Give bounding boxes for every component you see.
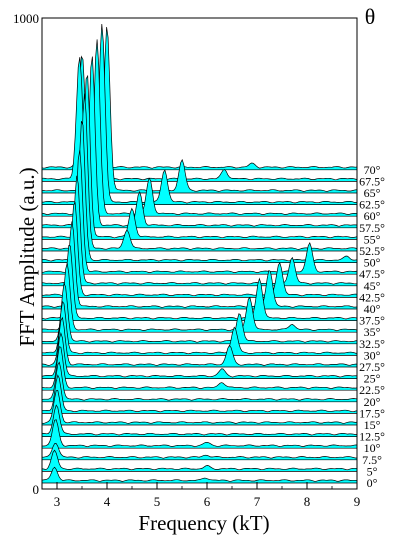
series-label: 7.5° — [362, 453, 382, 467]
series-label: 65° — [364, 186, 381, 200]
series-label: 10° — [364, 441, 381, 455]
spectrum-traces — [41, 23, 358, 484]
series-label: 20° — [364, 395, 381, 409]
spectrum-trace — [41, 300, 358, 356]
series-label: 55° — [364, 232, 381, 246]
spectrum-trace — [41, 419, 358, 449]
plot-frame — [41, 17, 358, 490]
series-label: 37.5° — [359, 314, 385, 328]
spectrum-trace — [41, 74, 358, 240]
series-label: 27.5° — [359, 360, 385, 374]
series-label: 25° — [364, 372, 381, 386]
spectrum-trace — [41, 389, 358, 426]
series-label: 32.5° — [359, 337, 385, 351]
y-axis-ticks: 0 1000 — [13, 11, 49, 497]
series-label: 70° — [364, 163, 381, 177]
x-axis-title: Frequency (kT) — [138, 511, 269, 535]
series-label: 42.5° — [359, 290, 385, 304]
series-label: 47.5° — [359, 267, 385, 281]
series-label: 50° — [364, 256, 381, 270]
series-label: 57.5° — [359, 221, 385, 235]
series-label: 62.5° — [359, 198, 385, 212]
spectrum-trace — [41, 56, 358, 229]
series-label: 60° — [364, 209, 381, 223]
series-label: 45° — [364, 279, 381, 293]
spectrum-trace — [41, 466, 358, 484]
series-labels: 70°67.5°65°62.5°60°57.5°55°52.5°50°47.5°… — [359, 163, 385, 490]
spectrum-trace — [41, 263, 358, 333]
plot-border — [41, 17, 358, 490]
spectrum-trace — [41, 93, 358, 252]
series-label: 12.5° — [359, 430, 385, 444]
x-tick-label: 4 — [104, 494, 111, 509]
series-label: 17.5° — [359, 406, 385, 420]
spectrum-trace — [41, 245, 358, 321]
series-label: 5° — [367, 464, 378, 478]
spectrum-trace — [41, 201, 358, 298]
spectrum-trace — [41, 316, 358, 368]
x-tick-label: 5 — [154, 494, 161, 509]
series-label-header: θ — [365, 4, 376, 29]
series-label: 52.5° — [359, 244, 385, 258]
series-label: 15° — [364, 418, 381, 432]
series-label: 30° — [364, 348, 381, 362]
y-axis-title: FFT Amplitude (a.u.) — [15, 167, 39, 346]
x-axis-ticks: 3 4 5 6 7 8 9 — [54, 482, 361, 509]
spectrum-trace — [41, 374, 358, 414]
x-tick-label: 6 — [204, 494, 211, 509]
spectrum-trace — [41, 361, 358, 403]
series-label: 67.5° — [359, 174, 385, 188]
y-tick-label: 0 — [33, 482, 40, 497]
spectrum-trace — [41, 404, 358, 437]
y-tick-label: 1000 — [13, 11, 39, 26]
x-tick-label: 8 — [304, 494, 311, 509]
spectrum-trace — [41, 331, 358, 379]
x-tick-label: 3 — [54, 494, 61, 509]
series-label: 0° — [367, 476, 378, 490]
x-tick-label: 9 — [354, 494, 361, 509]
spectrum-trace — [41, 346, 358, 391]
series-label: 40° — [364, 302, 381, 316]
series-label: 35° — [364, 325, 381, 339]
spectrum-trace — [41, 443, 358, 461]
series-label: 22.5° — [359, 383, 385, 397]
spectrum-trace — [41, 449, 358, 472]
x-tick-label: 7 — [254, 494, 261, 509]
spectrum-trace — [41, 282, 358, 345]
